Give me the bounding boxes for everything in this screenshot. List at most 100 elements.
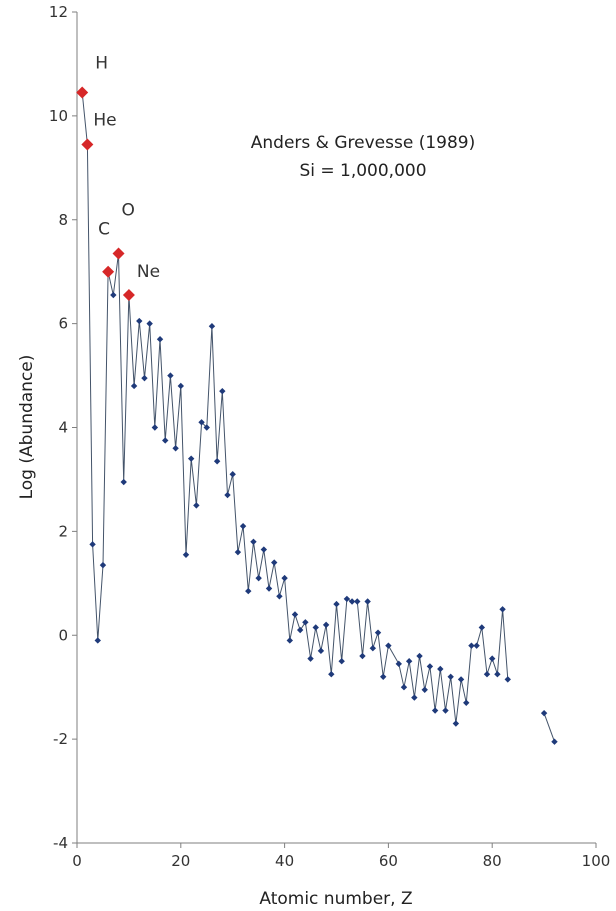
abundance-data-point — [473, 642, 480, 649]
abundance-data-point — [442, 707, 449, 714]
highlighted-element-point — [112, 247, 125, 260]
abundance-data-point — [307, 655, 314, 662]
abundance-data-point — [343, 595, 351, 603]
abundance-data-point — [177, 382, 184, 390]
abundance-data-point — [255, 574, 262, 582]
abundance-data-point — [348, 598, 356, 605]
abundance-data-point — [151, 424, 159, 431]
abundance-data-point — [286, 637, 293, 644]
highlighted-element-point — [81, 138, 94, 151]
abundance-data-point — [182, 551, 190, 558]
abundance-data-point — [364, 598, 371, 605]
abundance-data-point — [130, 382, 138, 390]
abundance-data-point — [94, 637, 101, 644]
y-tick-label: 8 — [58, 211, 68, 229]
normalization-annotation: Si = 1,000,000 — [299, 161, 426, 181]
abundance-data-point — [499, 606, 506, 613]
abundance-data-point — [234, 548, 242, 556]
abundance-data-point — [354, 598, 361, 605]
element-label-o: O — [122, 201, 135, 221]
abundance-data-point — [276, 593, 283, 600]
abundance-data-point — [452, 720, 460, 727]
abundance-data-point — [333, 600, 340, 608]
abundance-data-point — [338, 658, 345, 665]
abundance-data-point — [265, 585, 273, 592]
x-tick-label: 20 — [171, 852, 190, 870]
abundance-data-point — [203, 424, 210, 431]
abundance-series-line — [543, 713, 555, 742]
abundance-data-point — [172, 445, 179, 452]
abundance-data-point — [187, 455, 195, 462]
series — [76, 86, 558, 745]
abundance-data-point — [260, 546, 268, 553]
abundance-data-point — [296, 626, 304, 634]
y-tick-label: 2 — [58, 522, 68, 540]
y-tick-label: 4 — [58, 419, 68, 437]
abundance-data-point — [416, 652, 423, 660]
abundance-data-point — [374, 629, 382, 636]
abundance-data-point — [400, 683, 408, 691]
abundance-data-point — [110, 291, 117, 299]
source-annotation: Anders & Grevesse (1989) — [251, 133, 475, 153]
abundance-data-point — [504, 676, 511, 683]
y-tick-label: 10 — [49, 107, 68, 125]
y-axis-title: Log (Abundance) — [17, 355, 37, 500]
abundance-data-point — [457, 676, 465, 683]
abundance-data-point — [120, 478, 127, 486]
abundance-data-point — [162, 437, 169, 444]
highlighted-element-point — [102, 265, 115, 278]
abundance-data-point — [411, 694, 418, 701]
abundance-data-point — [380, 673, 387, 680]
abundance-data-point — [208, 323, 216, 330]
abundance-data-point — [198, 419, 205, 426]
y-tick-label: -2 — [53, 730, 68, 748]
x-tick-label: 0 — [72, 852, 82, 870]
abundance-data-point — [89, 541, 96, 548]
abundance-data-point — [239, 522, 247, 530]
abundance-data-point — [271, 559, 278, 566]
abundance-data-point — [385, 642, 392, 649]
element-label-ne: Ne — [137, 262, 160, 282]
abundance-data-point — [369, 645, 377, 652]
highlighted-element-point — [76, 86, 89, 99]
abundance-data-point — [463, 699, 470, 706]
abundance-data-point — [193, 502, 200, 509]
abundance-data-point — [213, 458, 221, 465]
abundance-data-point — [494, 671, 501, 678]
x-tick-label: 40 — [275, 852, 294, 870]
abundance-data-point — [405, 658, 413, 665]
y-tick-label: -4 — [53, 834, 68, 852]
element-label-h: H — [95, 54, 108, 74]
abundance-data-point — [229, 471, 236, 478]
abundance-series-line — [81, 92, 509, 724]
abundance-data-point — [437, 665, 444, 673]
abundance-data-point — [447, 673, 454, 680]
abundance-data-point — [317, 647, 325, 655]
abundance-data-point — [136, 317, 143, 325]
abundance-data-point — [483, 671, 491, 678]
abundance-data-point — [99, 561, 107, 569]
element-label-c: C — [98, 220, 110, 240]
abundance-data-point — [322, 621, 330, 629]
axis-ticks: -4 -2 0 2 4 6 8 10 12 0 20 40 60 80 100 — [49, 3, 610, 870]
x-axis-title: Atomic number, Z — [259, 889, 412, 909]
abundance-data-point — [281, 574, 288, 582]
abundance-data-point — [219, 387, 226, 395]
abundance-data-point — [245, 587, 252, 595]
abundance-data-point — [426, 663, 434, 670]
y-tick-label: 12 — [49, 3, 68, 21]
abundance-data-point — [540, 709, 548, 717]
abundance-data-point — [250, 538, 257, 545]
x-tick-label: 60 — [379, 852, 398, 870]
element-labels: H He CO Ne — [93, 54, 160, 283]
abundance-data-point — [421, 686, 428, 693]
abundance-data-point — [551, 738, 558, 745]
y-tick-label: 6 — [58, 315, 68, 333]
abundance-data-point — [156, 336, 164, 343]
element-label-he: He — [93, 110, 116, 130]
abundance-data-point — [302, 619, 309, 626]
abundance-data-point — [167, 372, 174, 379]
abundance-data-point — [431, 707, 439, 714]
abundance-data-point — [328, 671, 335, 678]
abundance-data-point — [224, 491, 231, 499]
